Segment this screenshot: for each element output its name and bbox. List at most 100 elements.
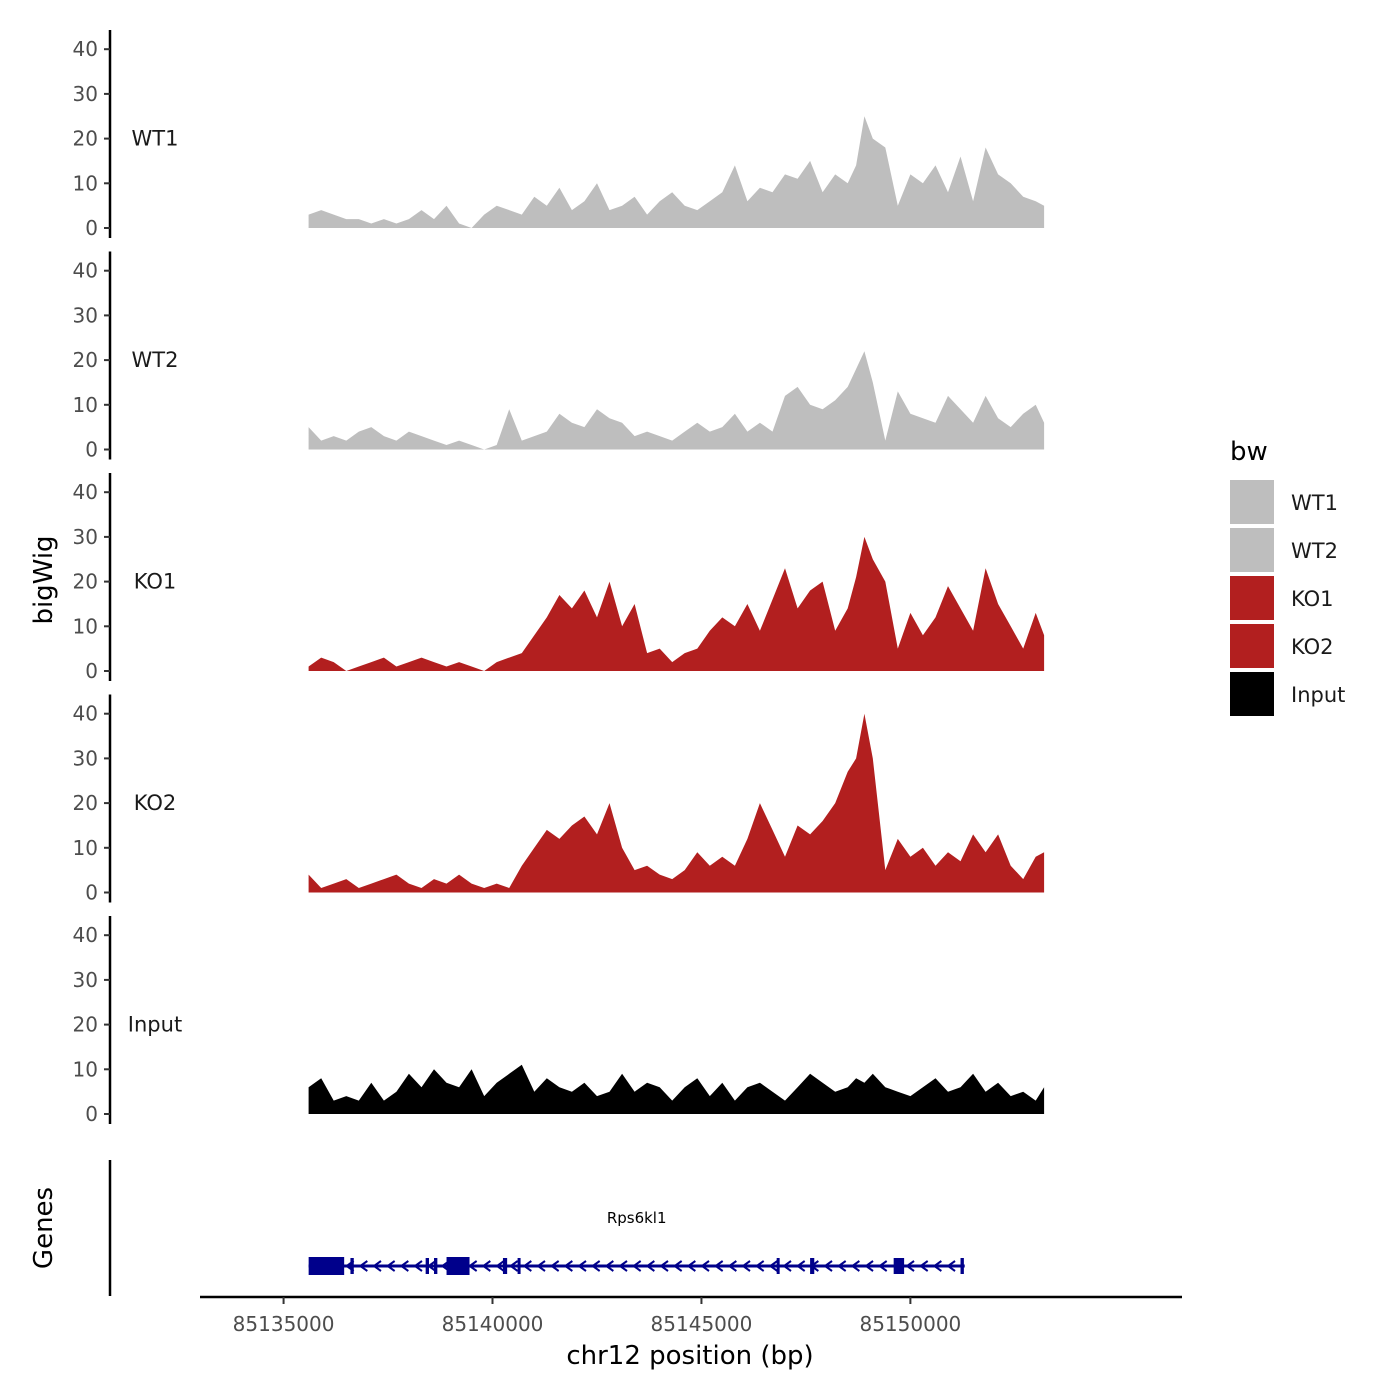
y-tick-label: 10 (73, 171, 98, 195)
legend-swatch (1230, 528, 1274, 572)
y-tick-label: 10 (73, 1057, 98, 1081)
strand-arrow (577, 1260, 587, 1272)
y-tick-label: 0 (85, 1102, 98, 1126)
track-label: WT2 (132, 348, 179, 372)
genes-title: Genes (29, 1187, 59, 1269)
legend-item-ko1: KO1 (1230, 576, 1334, 620)
x-axis-title: chr12 position (bp) (566, 1341, 813, 1371)
track-wt1: 0 10 20 30 40 WT1 (73, 30, 1045, 240)
y-tick-label: 20 (73, 348, 98, 372)
gene-name: Rps6kl1 (607, 1209, 667, 1227)
exon (893, 1258, 905, 1274)
exon (425, 1258, 429, 1274)
legend-item-wt1: WT1 (1230, 480, 1338, 524)
legend-swatch (1230, 624, 1274, 668)
y-tick-label: 30 (73, 746, 98, 770)
legend-label: KO2 (1291, 635, 1334, 659)
legend-swatch (1230, 576, 1274, 620)
track-input: 0 10 20 30 40 Input (73, 916, 1045, 1126)
strand-arrow (727, 1260, 737, 1272)
exon (308, 1257, 345, 1275)
y-axis-title: bigWig (29, 535, 59, 624)
x-tick-label: 85150000 (859, 1312, 961, 1336)
area-ko2 (308, 713, 1045, 893)
strand-arrow (385, 1260, 396, 1272)
strand-arrow (850, 1260, 860, 1272)
x-tick-label: 85145000 (651, 1312, 753, 1336)
y-tick-label: 30 (73, 968, 98, 992)
y-tick-label: 20 (73, 1013, 98, 1037)
exon (502, 1258, 508, 1274)
strand-arrow (467, 1260, 478, 1272)
strand-arrow (358, 1260, 368, 1272)
track-label: Input (128, 1013, 182, 1037)
strand-arrow (754, 1260, 765, 1272)
area-ko1 (308, 536, 1045, 671)
legend-swatch (1230, 480, 1274, 524)
genes-track: Genes Rps6kl1 (29, 1160, 965, 1296)
y-tick-label: 30 (73, 525, 98, 549)
y-tick-label: 20 (73, 127, 98, 151)
y-tick-label: 30 (73, 303, 98, 327)
legend-title: bw (1230, 437, 1268, 467)
y-tick-label: 0 (85, 881, 98, 905)
track-label: WT1 (132, 127, 179, 151)
strand-arrow (823, 1260, 833, 1272)
x-axis: 85135000 85140000 85145000 85150000 (200, 1295, 1182, 1336)
area-wt1 (308, 116, 1045, 228)
strand-arrow (877, 1260, 888, 1272)
exon (350, 1258, 354, 1274)
exon (776, 1258, 780, 1274)
strand-arrow (659, 1260, 669, 1272)
strand-arrow (413, 1260, 423, 1272)
strand-arrow (741, 1260, 751, 1272)
strand-arrow (399, 1260, 409, 1272)
strand-arrow (536, 1260, 546, 1272)
strand-arrow (495, 1260, 505, 1272)
bigwig-tracks: 0 10 20 30 40 WT1 0 10 20 30 40 WT2 0 10 20 30 40 KO1 0 10 2… (73, 30, 1045, 1126)
track-label: KO2 (134, 791, 177, 815)
exon (517, 1258, 521, 1274)
strand-arrow (372, 1260, 382, 1272)
strand-arrow (768, 1260, 778, 1272)
x-tick-label: 85140000 (442, 1312, 544, 1336)
strand-arrow (932, 1260, 942, 1272)
strand-arrow (645, 1260, 655, 1272)
strand-arrow (672, 1260, 683, 1272)
track-label: KO1 (134, 570, 177, 594)
strand-arrow (713, 1260, 724, 1272)
strand-arrow (946, 1260, 956, 1272)
legend: bw WT1 WT2 KO1 KO2 Input (1230, 437, 1345, 716)
track-wt2: 0 10 20 30 40 WT2 (73, 251, 1045, 462)
exon (810, 1258, 815, 1274)
legend-swatch (1230, 672, 1274, 716)
strand-arrow (836, 1260, 847, 1272)
y-tick-label: 40 (73, 37, 98, 61)
y-tick-label: 10 (73, 393, 98, 417)
strand-arrow (481, 1260, 491, 1272)
y-tick-label: 30 (73, 82, 98, 106)
exon (960, 1258, 964, 1274)
legend-label: Input (1291, 683, 1345, 707)
y-tick-label: 10 (73, 836, 98, 860)
legend-label: WT2 (1291, 539, 1338, 563)
strand-arrow (563, 1260, 573, 1272)
legend-item-ko2: KO2 (1230, 624, 1334, 668)
y-tick-label: 40 (73, 259, 98, 283)
legend-label: WT1 (1291, 491, 1338, 515)
y-tick-label: 0 (85, 438, 98, 462)
exon (446, 1257, 470, 1275)
track-ko2: 0 10 20 30 40 KO2 (73, 694, 1045, 905)
exon (434, 1258, 438, 1274)
strand-arrow (549, 1260, 560, 1272)
x-tick-label: 85135000 (233, 1312, 335, 1336)
strand-arrow (700, 1260, 710, 1272)
y-tick-label: 0 (85, 216, 98, 240)
area-wt2 (308, 351, 1045, 450)
strand-arrow (631, 1260, 642, 1272)
y-tick-label: 40 (73, 923, 98, 947)
strand-arrow (864, 1260, 874, 1272)
strand-arrow (795, 1260, 806, 1272)
legend-item-wt2: WT2 (1230, 528, 1338, 572)
